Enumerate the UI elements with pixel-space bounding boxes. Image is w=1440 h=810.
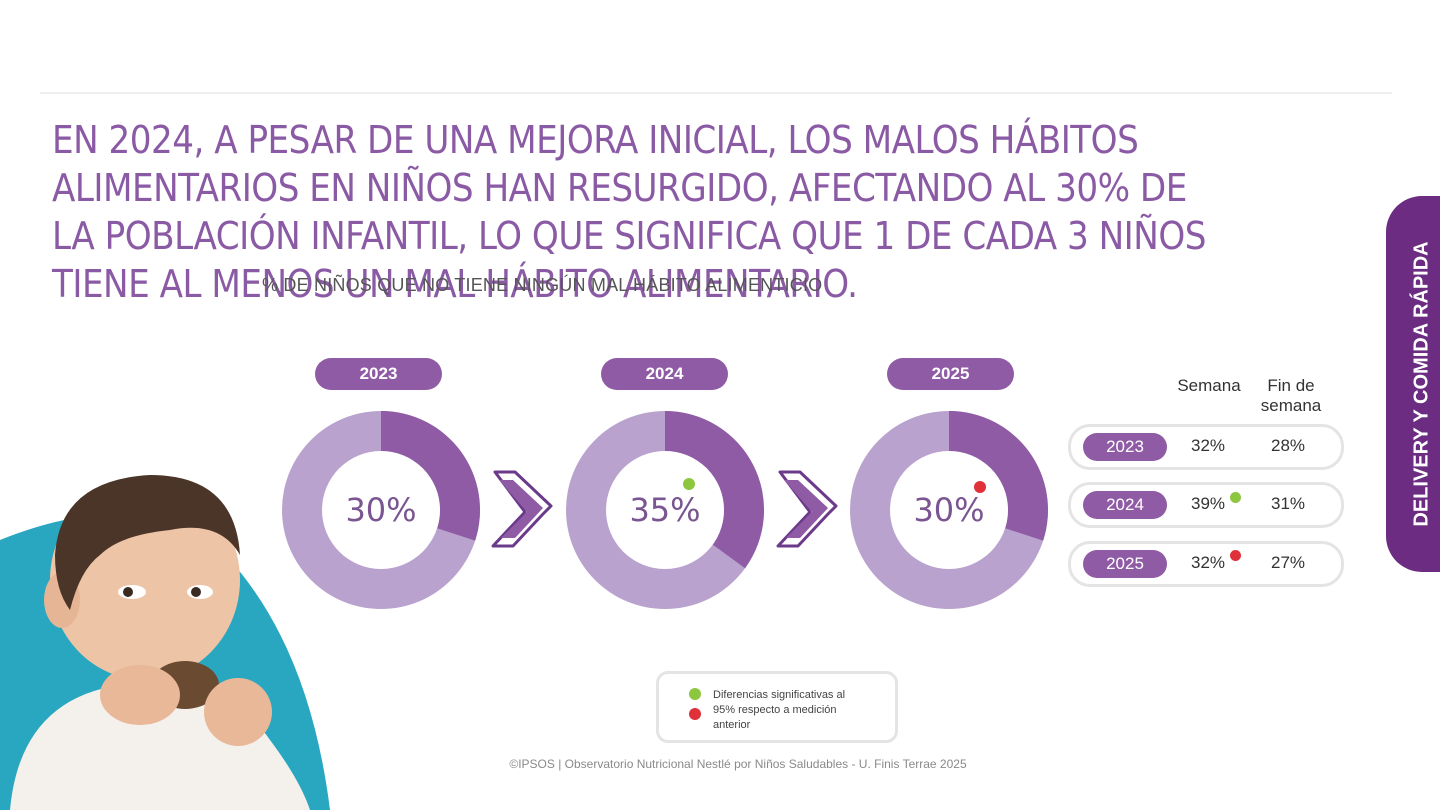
chevron-right-icon	[776, 470, 838, 548]
table-row-year: 2025	[1083, 550, 1167, 578]
year-pill-2023: 2023	[315, 358, 442, 390]
donut-value-2023: 30%	[345, 491, 417, 529]
donut-value-2024: 35%	[629, 491, 701, 529]
table-cell-fin-de-semana: 28%	[1271, 436, 1306, 455]
top-divider	[40, 92, 1392, 94]
table-cell-fin-de-semana: 31%	[1271, 494, 1306, 513]
side-tab[interactable]	[1386, 196, 1440, 572]
table-cell-fin-de-semana: 27%	[1271, 553, 1306, 572]
significance-legend: Diferencias significativas al 95% respec…	[656, 671, 898, 743]
table-row: 2023 32% 28%	[1068, 424, 1344, 470]
table-row-year: 2023	[1083, 433, 1167, 461]
chevron-right-icon	[491, 470, 553, 548]
table-cell-semana: 32%	[1191, 436, 1226, 455]
footer-credit: ©IPSOS | Observatorio Nutricional Nestlé…	[509, 757, 967, 771]
table-cell-semana: 39%	[1191, 494, 1226, 513]
table-cell-semana: 32%	[1191, 553, 1226, 572]
donut-value-2025: 30%	[913, 491, 985, 529]
chevron-outline	[491, 470, 553, 548]
table-row: 2025 32% 27%	[1068, 541, 1344, 587]
chevron-outline	[776, 470, 838, 548]
headline: EN 2024, A PESAR DE UNA MEJORA INICIAL, …	[52, 118, 1206, 306]
chart-subtitle: % DE NIÑOS QUE NO TIENE NINGÚN MAL HÁBIT…	[262, 275, 823, 295]
table-row-year: 2024	[1083, 491, 1167, 519]
legend-label: Diferencias significativas al 95% respec…	[713, 689, 846, 731]
green-dot-icon	[683, 478, 695, 490]
table-header-fin-de-semana: Fin de semana	[1260, 376, 1322, 415]
table-header-semana: Semana	[1177, 376, 1241, 395]
year-pill-2025: 2025	[887, 358, 1014, 390]
green-dot-icon	[689, 688, 701, 700]
chevron-fill	[499, 480, 543, 538]
chevron-fill	[784, 480, 828, 538]
donut-value-segment	[665, 411, 764, 569]
side-tab-label: DELIVERY Y COMIDA RÁPIDA	[1410, 241, 1433, 527]
red-dot-icon	[1230, 550, 1241, 561]
red-dot-icon	[689, 708, 701, 720]
child-eating-photo	[0, 475, 330, 810]
green-dot-icon	[1230, 492, 1241, 503]
red-dot-icon	[974, 481, 986, 493]
table-row: 2024 39% 31%	[1068, 482, 1344, 528]
year-pill-2024: 2024	[601, 358, 728, 390]
